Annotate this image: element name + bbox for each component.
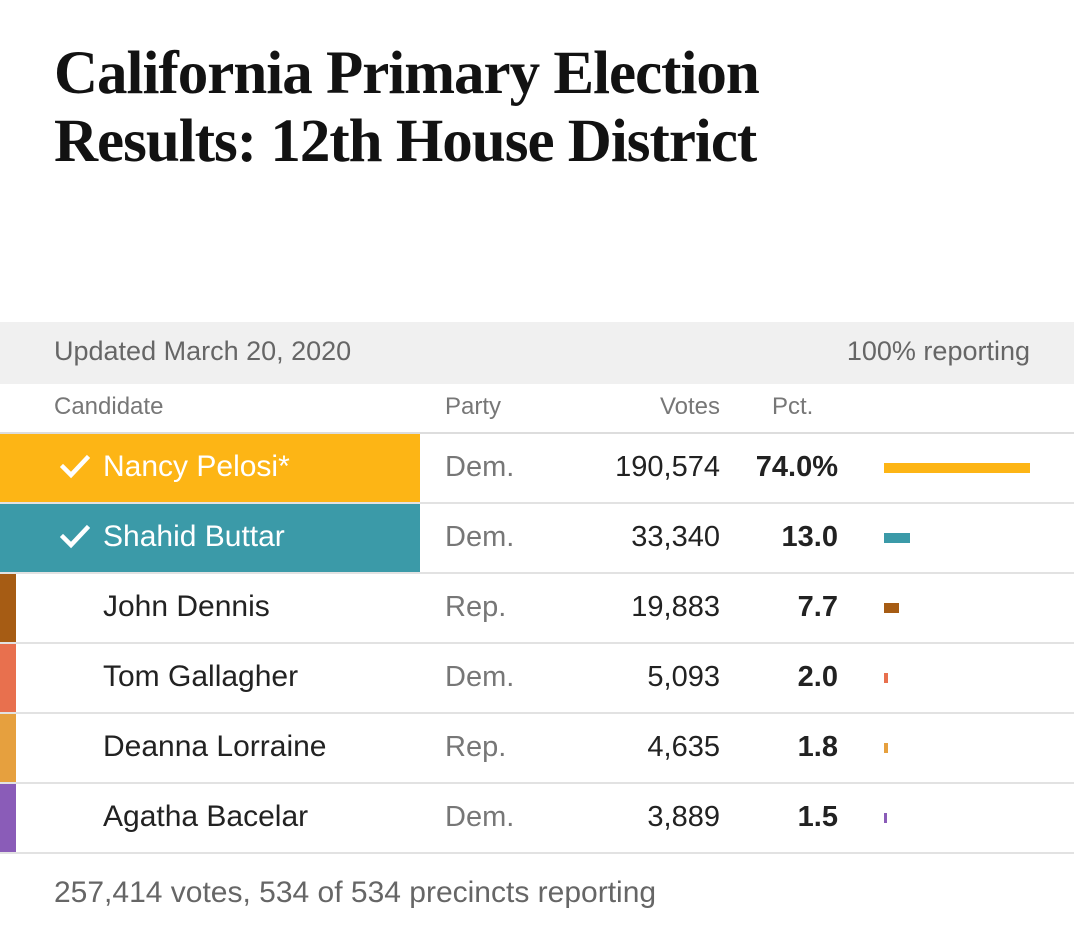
table-row: Shahid Buttar Dem. 33,340 13.0 [0, 504, 1074, 574]
candidate-votes: 4,635 [647, 731, 720, 763]
candidate-name: John Dennis [103, 590, 270, 623]
pct-bar [884, 673, 888, 683]
status-bar: Updated March 20, 2020 100% reporting [0, 322, 1074, 384]
header-votes: Votes [659, 393, 720, 420]
table-row: Tom Gallagher Dem. 5,093 2.0 [0, 644, 1074, 714]
candidate-pct: 1.5 [797, 801, 838, 833]
checkmark-icon [60, 524, 90, 549]
candidate-votes: 19,883 [631, 591, 720, 623]
candidate-name: Nancy Pelosi* [103, 450, 290, 483]
table-row: Nancy Pelosi* Dem. 190,574 74.0% [0, 434, 1074, 504]
pct-bar [884, 743, 888, 753]
candidate-pct: 7.7 [797, 591, 838, 623]
candidate-color-stripe [0, 784, 16, 852]
title-line-2: Results: 12th House District [54, 108, 757, 175]
candidate-name: Shahid Buttar [103, 520, 285, 553]
header-candidate: Candidate [54, 393, 164, 420]
table-row: Deanna Lorraine Rep. 4,635 1.8 [0, 714, 1074, 784]
candidate-pct: 13.0 [781, 521, 838, 553]
candidate-party: Dem. [445, 451, 515, 483]
pct-bar [884, 533, 910, 543]
table-header: Candidate Party Votes Pct. [0, 384, 1074, 434]
pct-bar [884, 813, 887, 823]
table-row: Agatha Bacelar Dem. 3,889 1.5 [0, 784, 1074, 854]
results-table: Nancy Pelosi* Dem. 190,574 74.0% Shahid Butt… [0, 434, 1074, 854]
candidate-color-stripe [0, 714, 16, 782]
reporting-text: 100% reporting [846, 336, 1030, 366]
candidate-party: Dem. [445, 801, 515, 833]
candidate-color-stripe [0, 434, 420, 502]
candidate-pct: 1.8 [797, 731, 838, 763]
candidate-name: Agatha Bacelar [103, 800, 309, 833]
candidate-name: Tom Gallagher [103, 660, 299, 693]
table-row: John Dennis Rep. 19,883 7.7 [0, 574, 1074, 644]
candidate-color-stripe [0, 644, 16, 712]
candidate-pct: 74.0% [755, 451, 838, 483]
candidate-votes: 5,093 [647, 661, 720, 693]
updated-text: Updated March 20, 2020 [54, 336, 352, 366]
candidate-pct: 2.0 [797, 661, 838, 693]
candidate-name: Deanna Lorraine [103, 730, 327, 763]
candidate-votes: 33,340 [631, 521, 720, 553]
header-pct: Pct. [772, 393, 814, 420]
page-title: California Primary Election Results: 12t… [54, 40, 954, 176]
candidate-party: Dem. [445, 661, 515, 693]
candidate-party: Dem. [445, 521, 515, 553]
header-party: Party [445, 393, 502, 420]
candidate-party: Rep. [445, 591, 507, 623]
candidate-votes: 3,889 [647, 801, 720, 833]
pct-bar [884, 463, 1030, 473]
checkmark-icon [60, 454, 90, 479]
candidate-color-stripe [0, 504, 420, 572]
title-line-1: California Primary Election [54, 40, 760, 107]
footer-summary: 257,414 votes, 534 of 534 precincts repo… [54, 876, 657, 909]
candidate-color-stripe [0, 574, 16, 642]
pct-bar [884, 603, 899, 613]
candidate-party: Rep. [445, 731, 507, 763]
candidate-votes: 190,574 [615, 451, 720, 483]
